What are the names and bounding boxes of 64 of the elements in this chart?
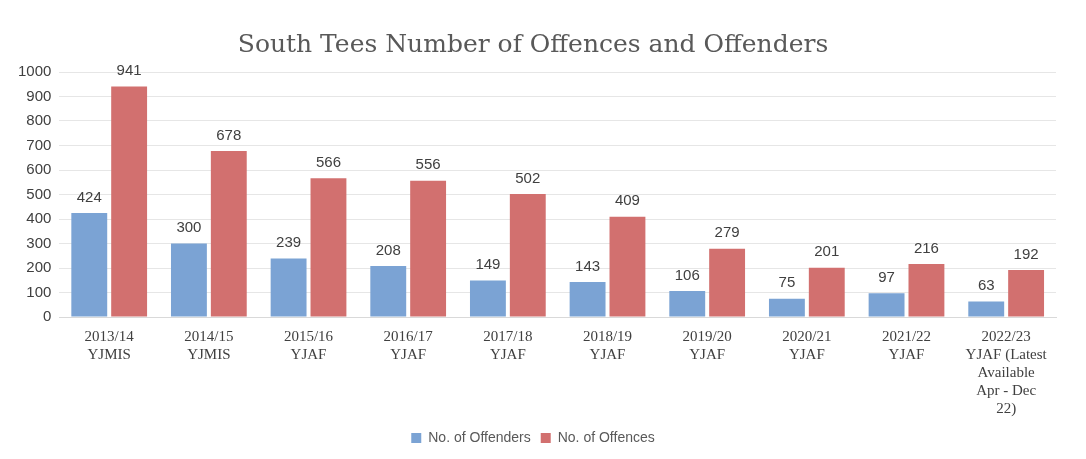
x-tick-label: 2021/22 YJAF xyxy=(881,327,932,362)
y-tick-label: 900 xyxy=(26,86,52,104)
bar xyxy=(709,248,746,317)
bar xyxy=(968,301,1005,317)
data-label: 97 xyxy=(878,267,895,285)
y-tick-label: 400 xyxy=(26,209,52,227)
data-label: 208 xyxy=(375,240,401,258)
y-tick-label: 500 xyxy=(26,184,52,202)
x-tick-label: 2013/14 YJMIS xyxy=(84,327,135,362)
bar xyxy=(310,178,347,317)
bar xyxy=(908,264,945,317)
data-label: 63 xyxy=(977,276,995,294)
data-label: 143 xyxy=(575,256,601,274)
bar xyxy=(808,267,845,317)
bar xyxy=(509,194,546,317)
data-label: 300 xyxy=(176,218,202,236)
bar xyxy=(210,150,247,317)
data-label: 556 xyxy=(415,155,441,173)
bar xyxy=(569,281,606,317)
bar xyxy=(370,266,407,317)
bar xyxy=(768,298,805,317)
bar xyxy=(469,280,506,317)
data-label: 149 xyxy=(475,255,501,273)
data-label: 279 xyxy=(714,223,740,241)
data-label: 239 xyxy=(276,233,302,251)
x-tick-label: 2022/23 YJAF (Latest Available Apr - Dec 22) xyxy=(965,327,1048,417)
bar xyxy=(868,293,905,317)
legend-label: No. of Offences xyxy=(557,428,655,445)
data-label: 678 xyxy=(216,125,242,143)
bar xyxy=(410,180,447,317)
y-tick-label: 600 xyxy=(26,160,52,178)
data-label: 75 xyxy=(778,273,796,291)
x-tick-label: 2020/21 YJAF xyxy=(782,327,832,362)
data-label: 424 xyxy=(76,187,102,205)
data-label: 192 xyxy=(1013,244,1039,262)
x-tick-label: 2016/17 YJAF xyxy=(383,327,434,362)
x-tick-label: 2019/20 YJAF xyxy=(682,327,732,362)
chart-title: South Tees Number of Offences and Offenders xyxy=(237,28,829,58)
y-tick-label: 700 xyxy=(26,135,52,153)
data-label: 409 xyxy=(614,191,640,209)
bar xyxy=(71,213,108,317)
y-tick-label: 0 xyxy=(43,307,52,325)
x-tick-label: 2017/18 YJAF xyxy=(483,327,533,362)
data-label: 216 xyxy=(913,238,939,256)
y-tick-label: 100 xyxy=(26,282,52,300)
bar xyxy=(111,86,148,317)
data-label: 941 xyxy=(116,61,142,79)
bar xyxy=(170,243,207,317)
y-tick-label: 1000 xyxy=(17,62,52,80)
y-tick-label: 300 xyxy=(26,233,52,251)
data-label: 106 xyxy=(674,265,700,283)
x-tick-label: 2018/19 YJAF xyxy=(582,327,633,362)
data-label: 502 xyxy=(515,168,541,186)
data-label: 566 xyxy=(315,152,341,170)
bar xyxy=(1008,269,1045,317)
bar xyxy=(609,216,646,317)
y-tick-label: 200 xyxy=(26,258,52,276)
bar xyxy=(270,258,307,317)
y-tick-label: 800 xyxy=(26,111,52,129)
x-tick-label: 2015/16 YJAF xyxy=(283,327,334,362)
bar xyxy=(669,291,706,317)
data-label: 201 xyxy=(814,242,840,260)
legend-label: No. of Offenders xyxy=(428,428,531,445)
x-tick-label: 2014/15 YJMIS xyxy=(184,327,234,362)
